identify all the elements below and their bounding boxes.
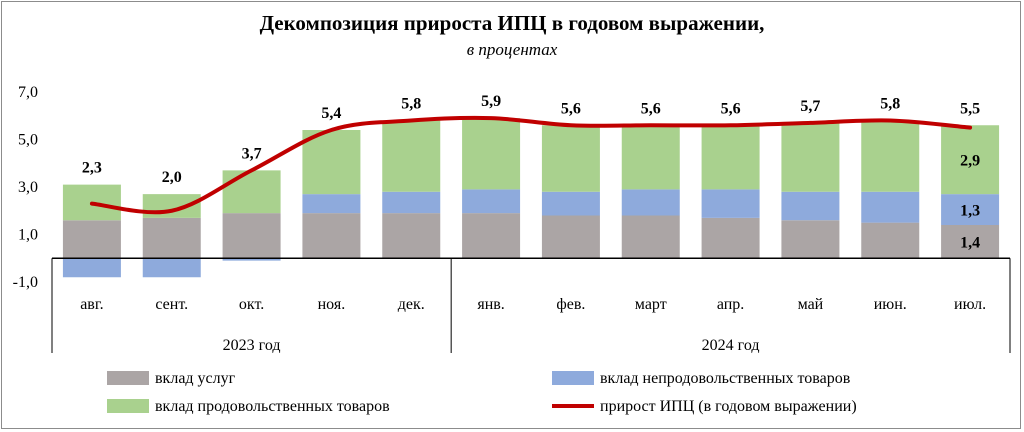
bar-segment xyxy=(701,189,760,218)
x-category-label: ноя. xyxy=(318,296,346,313)
total-value-label: 2,0 xyxy=(162,169,182,186)
bar-segment xyxy=(462,118,521,190)
bar-segment xyxy=(382,120,441,192)
total-value-label: 5,7 xyxy=(800,98,820,115)
bar-segment xyxy=(302,130,361,195)
bar-segment xyxy=(941,125,1000,195)
x-category-label: янв. xyxy=(477,296,504,313)
total-value-label: 5,5 xyxy=(960,100,980,117)
y-tick-label: 5,0 xyxy=(18,132,38,149)
legend-label: вклад услуг xyxy=(155,370,236,387)
label-layer: 2,3 2,0 3,7 5,4 5,8 5,9 5,6 5,6 5,6 5,7 5,8 5,5 1,4 1… xyxy=(82,93,980,252)
x-category-label: авг. xyxy=(80,296,103,313)
legend-swatch xyxy=(107,371,149,385)
total-value-label: 5,9 xyxy=(481,93,501,110)
x-category-label: дек. xyxy=(398,296,425,313)
services-segment-label: 1,4 xyxy=(960,235,980,252)
total-value-label: 5,6 xyxy=(641,100,661,117)
total-value-label: 5,8 xyxy=(401,96,421,113)
line-layer xyxy=(89,115,973,215)
bar-segment xyxy=(222,170,281,214)
bar-segment xyxy=(382,191,441,214)
x-category-label: март xyxy=(635,296,667,313)
bar-layer xyxy=(62,118,1000,278)
bar-segment xyxy=(302,194,361,214)
bar-segment xyxy=(382,213,441,259)
bar-segment xyxy=(142,217,201,259)
bar-segment xyxy=(541,215,600,259)
bar-segment xyxy=(62,220,121,259)
legend: вклад услуг вклад непродовольственных тов… xyxy=(107,370,857,415)
bar-segment xyxy=(462,213,521,259)
bar-segment xyxy=(302,213,361,259)
total-value-label: 2,3 xyxy=(82,160,102,177)
total-value-label: 3,7 xyxy=(242,145,262,162)
year-group-label: 2023 год xyxy=(223,337,281,354)
bar-segment xyxy=(861,191,920,223)
bar-segment xyxy=(861,120,920,192)
x-category-label: сент. xyxy=(155,296,188,313)
bar-segment xyxy=(621,189,680,216)
bar-segment xyxy=(541,191,600,216)
bar-segment xyxy=(941,194,1000,225)
bar-segment xyxy=(62,258,121,278)
total-value-label: 5,6 xyxy=(721,100,741,117)
total-value-label: 5,8 xyxy=(880,96,900,113)
x-category-label: июл. xyxy=(954,296,986,313)
legend-swatch xyxy=(552,371,594,385)
x-category-label: окт. xyxy=(239,296,264,313)
bar-segment xyxy=(621,125,680,190)
axis-layer: 2023 год 2024 год авг. сент. окт. ноя. дек. янв… xyxy=(51,257,1011,354)
y-axis-ticks: -1,0 1,0 3,0 5,0 7,0 xyxy=(13,84,38,291)
x-category-label: июн. xyxy=(874,296,907,313)
y-tick-label: 1,0 xyxy=(18,227,38,244)
bar-segment xyxy=(781,191,840,221)
legend-swatch xyxy=(107,399,149,413)
bar-segment xyxy=(701,217,760,259)
bar-segment xyxy=(781,220,840,259)
bar-segment xyxy=(142,258,201,278)
bar-segment xyxy=(781,122,840,192)
nonfood-segment-label: 1,3 xyxy=(960,203,980,220)
x-category-label: апр. xyxy=(717,296,744,313)
bar-segment xyxy=(941,225,1000,259)
legend-label: вклад продовольственных товаров xyxy=(155,398,390,415)
bar-segment xyxy=(462,189,521,214)
y-tick-label: 3,0 xyxy=(18,179,38,196)
cpi-series-line xyxy=(89,115,973,215)
bar-segment xyxy=(541,125,600,192)
legend-label: прирост ИПЦ (в годовом выражении) xyxy=(600,398,857,415)
total-value-label: 5,4 xyxy=(321,105,341,122)
x-category-label: фев. xyxy=(556,296,585,313)
food-segment-label: 2,9 xyxy=(960,153,980,170)
chart-title: Декомпозиция прироста ИПЦ в годовом выра… xyxy=(260,11,765,35)
bar-segment xyxy=(222,258,281,261)
year-group-label: 2024 год xyxy=(702,337,760,354)
bar-segment xyxy=(861,222,920,259)
bar-segment xyxy=(701,125,760,190)
chart-subtitle: в процентах xyxy=(467,40,558,59)
y-tick-label: -1,0 xyxy=(13,274,38,291)
legend-label: вклад непродовольственных товаров xyxy=(600,370,851,387)
y-tick-label: 7,0 xyxy=(18,84,38,101)
bar-segment xyxy=(621,215,680,259)
x-category-label: май xyxy=(798,296,824,313)
bar-segment xyxy=(222,213,281,259)
total-value-label: 5,6 xyxy=(561,100,581,117)
